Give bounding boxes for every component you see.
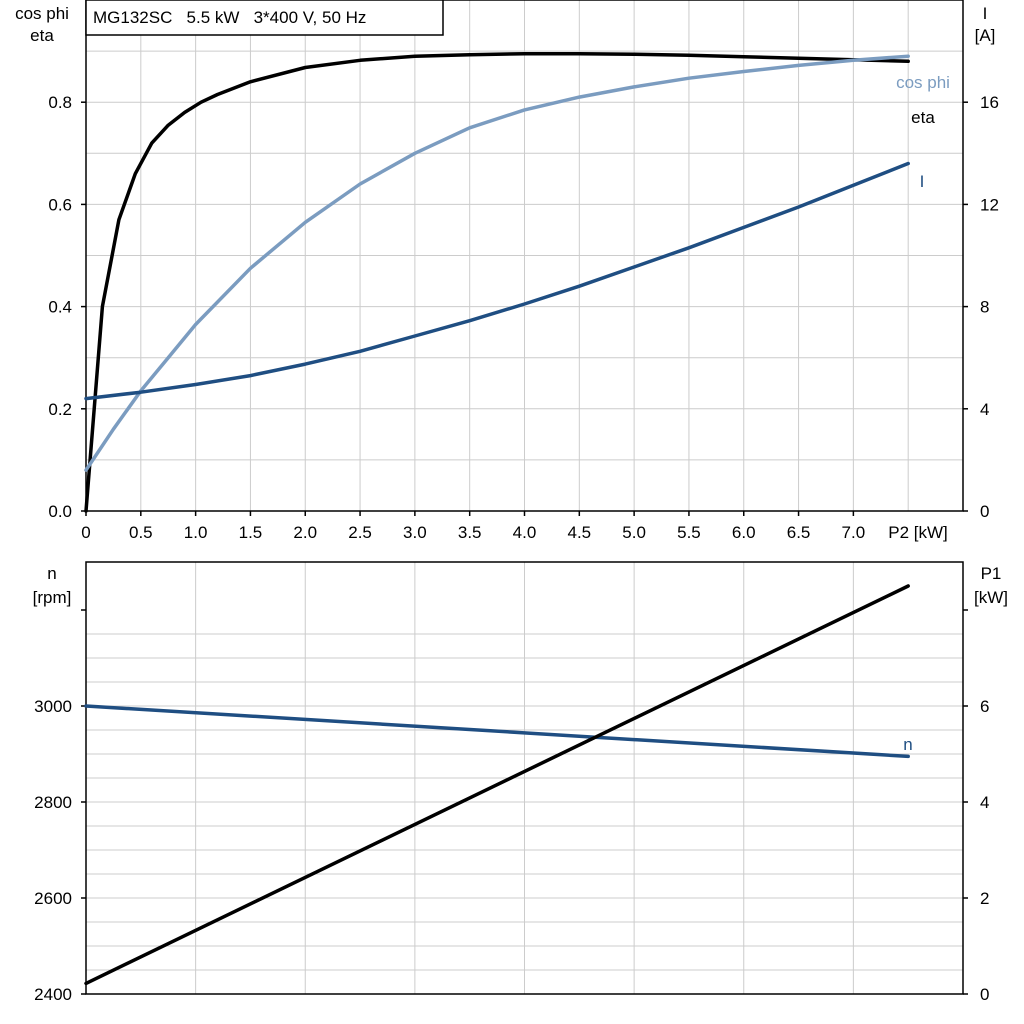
right-axis-label-kw: [kW] — [974, 588, 1008, 607]
chart-title: MG132SC 5.5 kW 3*400 V, 50 Hz — [93, 8, 366, 27]
right-axis-label-p1: P1 — [981, 564, 1002, 583]
left-axis-label-eta: eta — [30, 26, 54, 45]
x-tick-label: 2.5 — [348, 523, 372, 542]
right-axis-label-unit: [A] — [975, 26, 996, 45]
bottom-tick-labels: 2400 2600 2800 3000 0 2 4 6 — [34, 609, 989, 1004]
left-axis-label-rpm: [rpm] — [33, 588, 72, 607]
y-right-tick-label: 8 — [980, 298, 989, 317]
left-axis-label-cosphi: cos phi — [15, 4, 69, 23]
x-tick-label: 1.5 — [239, 523, 263, 542]
top-tick-labels: 0 0.5 1.0 1.5 2.0 2.5 3.0 3.5 4.0 4.5 5.0 5.5 6.0 6.5… — [48, 93, 999, 542]
bottom-plot-frame — [85, 561, 964, 995]
x-tick-label: 6.5 — [787, 523, 811, 542]
y-right-tick-label: 6 — [980, 697, 989, 716]
x-tick-label: 3.5 — [458, 523, 482, 542]
series-label-n: n — [903, 735, 912, 754]
y-right-tick-label: 0 — [980, 985, 989, 1004]
top-series-lines — [84, 51, 910, 513]
top-gridlines — [86, 0, 963, 511]
y-right-tick-label: 2 — [980, 889, 989, 908]
x-tick-label: 5.5 — [677, 523, 701, 542]
y-left-tick-label: 0.0 — [48, 502, 72, 521]
x-tick-label: 0 — [81, 523, 90, 542]
speed-power-chart: 2400 2600 2800 3000 0 2 4 6 n [rpm] P1 [kW] n — [33, 561, 1008, 1004]
x-axis-label: P2 [kW] — [888, 523, 948, 542]
series-line-cos-phi — [84, 54, 910, 472]
series-label-eta: eta — [911, 108, 935, 127]
x-tick-label: 4.5 — [567, 523, 591, 542]
bottom-series-lines — [84, 584, 910, 986]
series-line-I — [84, 161, 910, 401]
series-line-n — [84, 704, 910, 759]
y-left-tick-label: 2800 — [34, 793, 72, 812]
right-axis-label-i: I — [983, 4, 988, 23]
y-left-tick-label: 3000 — [34, 697, 72, 716]
y-right-tick-label: 12 — [980, 195, 999, 214]
x-tick-label: 4.0 — [513, 523, 537, 542]
y-left-tick-label: 0.4 — [48, 298, 72, 317]
y-right-tick-label: 4 — [980, 400, 989, 419]
y-left-tick-label: 0.2 — [48, 400, 72, 419]
x-tick-label: 2.0 — [293, 523, 317, 542]
y-left-tick-label: 2600 — [34, 889, 72, 908]
x-tick-label: 3.0 — [403, 523, 427, 542]
series-line-eta — [84, 51, 910, 513]
y-right-tick-label: 16 — [980, 93, 999, 112]
y-right-tick-label: 4 — [980, 793, 989, 812]
left-axis-label-n: n — [47, 564, 56, 583]
x-tick-label: 0.5 — [129, 523, 153, 542]
series-label-i: I — [920, 172, 925, 191]
x-tick-label: 5.0 — [622, 523, 646, 542]
y-left-tick-label: 0.8 — [48, 93, 72, 112]
x-tick-label: 6.0 — [732, 523, 756, 542]
y-right-tick-label: 0 — [980, 502, 989, 521]
y-left-tick-label: 2400 — [34, 985, 72, 1004]
x-tick-label: 7.0 — [842, 523, 866, 542]
series-line-p1 — [84, 584, 910, 986]
chart-title-box — [85, 0, 444, 36]
efficiency-chart: 0 0.5 1.0 1.5 2.0 2.5 3.0 3.5 4.0 4.5 5.0 5.5 6.0 6.5… — [15, 0, 999, 542]
y-left-tick-label: 0.6 — [48, 195, 72, 214]
bottom-gridlines — [86, 562, 963, 994]
series-label-cosphi: cos phi — [896, 73, 950, 92]
x-tick-label: 1.0 — [184, 523, 208, 542]
